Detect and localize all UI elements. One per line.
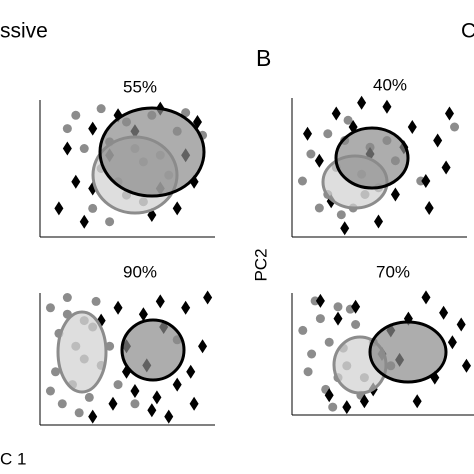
diamond-point: [172, 377, 182, 392]
circle-point: [328, 402, 338, 412]
ellipse: [368, 320, 448, 384]
diamond-point: [439, 305, 449, 320]
diamond-point: [359, 394, 369, 409]
chart-title: 40%: [373, 75, 407, 94]
diamond-point: [342, 400, 352, 415]
circle-point: [297, 176, 307, 186]
diamond-point: [374, 214, 383, 229]
circle-point: [45, 386, 55, 396]
circle-point: [74, 408, 84, 418]
ellipse: [98, 106, 206, 198]
panel-label: B: [256, 45, 271, 71]
diamond-point: [444, 106, 454, 121]
diamond-point: [433, 133, 443, 148]
chart-title: 70%: [376, 262, 410, 281]
circle-point: [323, 129, 333, 139]
panel-label: ssive: [0, 20, 48, 43]
circle-point: [71, 110, 81, 120]
diamond-point: [186, 364, 196, 379]
circle-point: [62, 293, 72, 303]
circle-point: [91, 296, 101, 306]
diamond-point: [88, 409, 98, 424]
circle-point: [315, 314, 325, 324]
diamond-point: [315, 293, 325, 308]
circle-point: [130, 399, 140, 409]
diamond-point: [333, 311, 343, 326]
circle-point: [324, 337, 334, 347]
diamond-point: [447, 335, 457, 350]
circle-point: [450, 122, 460, 132]
diamond-point: [181, 300, 191, 315]
circle-point: [51, 367, 61, 377]
circle-point: [314, 203, 324, 213]
diamond-point: [424, 201, 434, 215]
circle-point: [113, 380, 123, 390]
y-axis-label: PC2: [251, 248, 270, 281]
diamond-point: [456, 317, 466, 332]
circle-point: [303, 367, 313, 377]
diamond-point: [152, 390, 162, 405]
circle-point: [57, 399, 67, 409]
circle-point: [84, 392, 94, 402]
diamond-point: [351, 299, 361, 314]
diamond-point: [407, 120, 417, 134]
panel-label: C: [461, 20, 474, 43]
diamond-point: [88, 121, 98, 136]
diamond-point: [421, 290, 431, 305]
diamond-point: [203, 290, 213, 305]
chart-title: 90%: [123, 262, 157, 281]
circle-point: [62, 124, 72, 134]
diamond-point: [331, 106, 341, 121]
diamond-point: [79, 214, 89, 229]
ellipse: [120, 318, 186, 382]
diamond-point: [340, 221, 350, 236]
circle-point: [96, 104, 106, 114]
diamond-point: [71, 174, 81, 189]
diamond-point: [155, 294, 165, 309]
diamond-point: [147, 403, 157, 418]
circle-point: [45, 303, 55, 313]
ellipse: [334, 126, 410, 190]
circle-point: [343, 115, 353, 125]
circle-point: [181, 108, 191, 118]
diamond-point: [198, 339, 208, 354]
diamond-point: [461, 358, 471, 373]
diamond-point: [138, 307, 148, 322]
ellipse: [56, 310, 108, 394]
diamond-point: [62, 141, 72, 156]
circle-point: [105, 217, 115, 227]
circle-point: [298, 325, 308, 335]
diamond-point: [303, 126, 313, 141]
diamond-point: [172, 201, 182, 216]
diamond-point: [164, 409, 174, 424]
diamond-point: [130, 384, 140, 398]
diamond-point: [441, 160, 451, 175]
circle-point: [306, 149, 316, 159]
diamond-point: [382, 99, 392, 114]
circle-point: [336, 210, 346, 220]
diamond-point: [108, 396, 118, 411]
diamond-point: [54, 201, 64, 216]
x-axis-label: C 1: [0, 449, 26, 468]
circle-point: [88, 203, 98, 213]
diamond-point: [324, 388, 334, 403]
diamond-point: [357, 95, 367, 110]
diamond-point: [390, 187, 400, 202]
diamond-point: [189, 396, 199, 411]
circle-point: [351, 320, 361, 329]
diamond-point: [314, 153, 324, 168]
circle-point: [79, 144, 89, 154]
chart-title: 55%: [123, 77, 157, 96]
diamond-point: [412, 394, 422, 409]
circle-point: [333, 302, 343, 312]
circle-point: [307, 349, 317, 359]
diamond-point: [421, 174, 431, 188]
diamond-point: [113, 300, 123, 315]
